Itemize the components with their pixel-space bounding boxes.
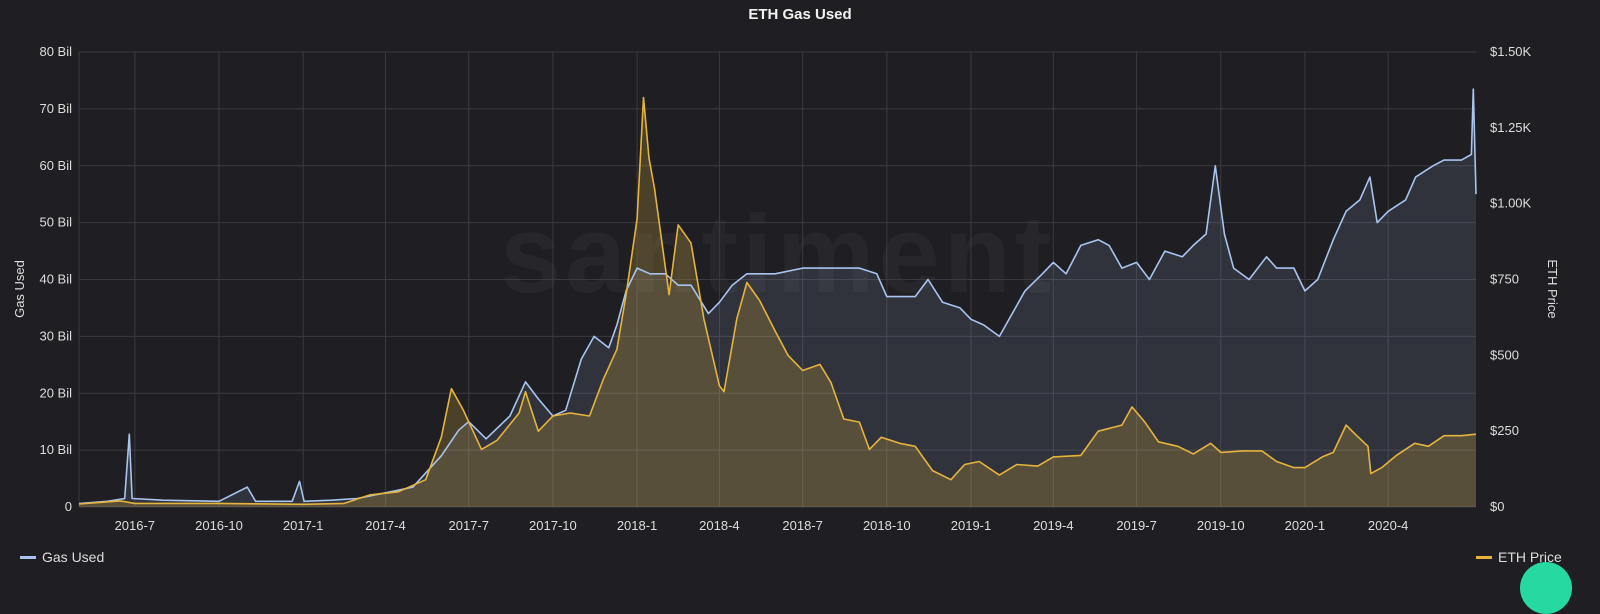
eth-price-line <box>78 96 1477 506</box>
y-left-ticks: 0 10 Bil 20 Bil 30 Bil 40 Bil 50 Bil 60 Bil 70 … <box>39 44 72 514</box>
y-left-tick-label: 50 Bil <box>39 215 72 230</box>
series-lines <box>78 88 1477 506</box>
chat-bubble-button[interactable] <box>1520 562 1572 614</box>
y-left-tick-label: 40 Bil <box>39 272 72 287</box>
y-left-tick-label: 80 Bil <box>39 44 72 59</box>
y-right-tick-label: $1.50K <box>1490 44 1532 59</box>
x-tick-label: 2017-10 <box>529 518 577 533</box>
x-tick-label: 2016-10 <box>195 518 243 533</box>
x-tick-label: 2017-7 <box>448 518 488 533</box>
y-right-tick-label: $250 <box>1490 423 1519 438</box>
x-tick-label: 2020-1 <box>1285 518 1325 533</box>
legend-swatch-price <box>1476 555 1492 559</box>
x-tick-label: 2018-1 <box>617 518 657 533</box>
y-left-tick-label: 70 Bil <box>39 101 72 116</box>
x-tick-label: 2019-1 <box>951 518 991 533</box>
legend-label-gas: Gas Used <box>42 549 105 565</box>
x-tick-label: 2018-7 <box>782 518 822 533</box>
y-left-tick-label: 10 Bil <box>39 442 72 457</box>
y-left-tick-label: 30 Bil <box>39 328 72 343</box>
y-right-ticks: $0 $250 $500 $750 $1.00K $1.25K $1.50K <box>1490 44 1532 514</box>
y-right-tick-label: $750 <box>1490 272 1519 287</box>
y-left-tick-label: 60 Bil <box>39 158 72 173</box>
x-tick-label: 2018-4 <box>699 518 739 533</box>
eth-gas-chart: santiment 2016-72016-102017-12017-42017-… <box>12 6 1560 533</box>
legend-gas-used[interactable]: Gas Used <box>20 549 104 565</box>
y-right-tick-label: $1.00K <box>1490 196 1532 211</box>
x-tick-label: 2020-4 <box>1368 518 1408 533</box>
y-right-tick-label: $1.25K <box>1490 120 1532 135</box>
legend-eth-price[interactable]: ETH Price <box>1476 549 1562 565</box>
y-right-axis-title: ETH Price <box>1545 259 1560 318</box>
series-areas <box>79 89 1476 507</box>
x-tick-label: 2019-10 <box>1197 518 1245 533</box>
eth-price-area <box>79 97 1476 507</box>
y-right-tick-label: $0 <box>1490 499 1504 514</box>
gas-used-area <box>79 89 1476 507</box>
x-tick-label: 2017-4 <box>365 518 405 533</box>
y-right-tick-label: $500 <box>1490 347 1519 362</box>
y-left-tick-label: 20 Bil <box>39 385 72 400</box>
x-tick-label: 2018-10 <box>863 518 911 533</box>
legend-swatch-gas <box>20 555 36 559</box>
y-left-axis-title: Gas Used <box>12 260 27 318</box>
chart-title: ETH Gas Used <box>748 6 851 23</box>
x-axis-ticks: 2016-7 2016-10 2017-1 2017-4 2017-7 2017-10 20… <box>115 518 1409 533</box>
x-tick-label: 2019-7 <box>1116 518 1156 533</box>
grid <box>78 51 1476 508</box>
y-left-tick-label: 0 <box>65 499 72 514</box>
x-tick-label: 2016-7 <box>115 518 155 533</box>
legend-label-price: ETH Price <box>1498 549 1562 565</box>
x-tick-label: 2017-1 <box>283 518 323 533</box>
x-tick-label: 2019-4 <box>1033 518 1073 533</box>
